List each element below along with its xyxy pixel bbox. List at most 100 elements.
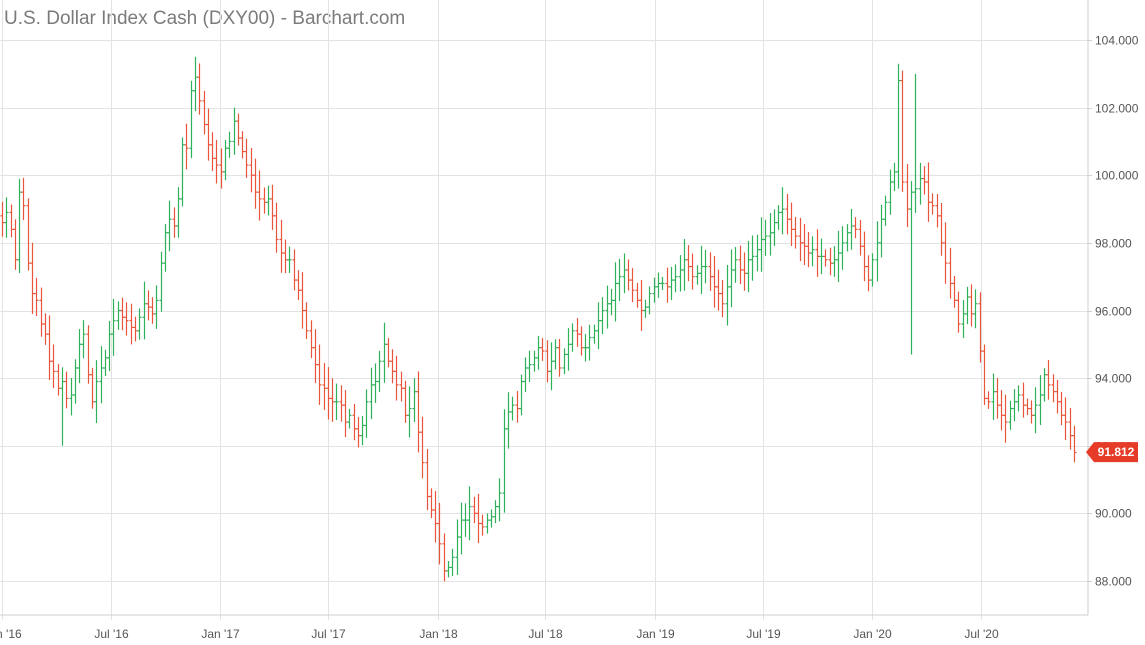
ohlc-bar	[930, 193, 935, 215]
ohlc-bar	[617, 258, 622, 302]
y-tick-label: 94.000	[1095, 372, 1132, 386]
ohlc-bar	[883, 195, 888, 226]
ohlc-bar	[184, 123, 189, 170]
ohlc-bar	[463, 503, 468, 537]
ohlc-bar	[738, 245, 743, 285]
ohlc-bar	[1025, 398, 1030, 416]
ohlc-bar	[394, 355, 399, 401]
ohlc-bar	[660, 276, 665, 291]
ohlc-bar	[476, 493, 481, 544]
ohlc-bar	[913, 73, 918, 213]
ohlc-bar	[1059, 391, 1064, 426]
y-tick-label: 100.000	[1095, 169, 1139, 183]
ohlc-bar	[540, 337, 545, 361]
ohlc-bar	[0, 201, 5, 237]
ohlc-bar	[4, 197, 9, 238]
x-tick-label: Jul '17	[311, 627, 346, 641]
ohlc-bar	[819, 238, 824, 275]
ohlc-bar	[759, 217, 764, 272]
ohlc-bar	[965, 286, 970, 325]
ohlc-bar	[613, 262, 618, 322]
ohlc-bar	[896, 63, 901, 189]
ohlc-bar	[858, 220, 863, 256]
ohlc-bar	[986, 391, 991, 409]
ohlc-bar	[120, 297, 125, 331]
ohlc-bar	[1068, 408, 1073, 450]
ohlc-bar	[562, 348, 567, 375]
last-price-marker	[1086, 442, 1138, 463]
ohlc-bar	[532, 350, 537, 372]
ohlc-bar	[309, 320, 314, 359]
ohlc-bar	[519, 374, 524, 416]
ohlc-bar	[806, 232, 811, 268]
ohlc-bar	[176, 187, 181, 238]
ohlc-bar	[189, 80, 194, 159]
ohlc-bar	[647, 286, 652, 315]
ohlc-bar	[377, 350, 382, 392]
ohlc-bar	[60, 367, 65, 446]
ohlc-bar	[961, 299, 966, 338]
ohlc-bar	[202, 90, 207, 135]
ohlc-bar	[828, 247, 833, 276]
x-tick-label: Jan '18	[419, 627, 458, 641]
ohlc-bar	[146, 290, 151, 321]
ohlc-bar	[210, 132, 215, 171]
ohlc-bar	[262, 187, 267, 214]
ohlc-bar	[459, 502, 464, 555]
ohlc-bar	[600, 297, 605, 335]
x-tick-label: Jul '18	[528, 627, 563, 641]
ohlc-bar	[343, 390, 348, 438]
ohlc-bar	[630, 268, 635, 303]
ohlc-bar	[952, 275, 957, 308]
ohlc-bar	[575, 318, 580, 347]
ohlc-bar	[292, 249, 297, 291]
ohlc-bar	[159, 251, 164, 312]
ohlc-bar	[935, 194, 940, 228]
ohlc-bar	[678, 255, 683, 292]
ohlc-bar	[699, 245, 704, 294]
ohlc-bar	[339, 385, 344, 422]
ohlc-bar	[43, 313, 48, 345]
ohlc-bar	[437, 502, 442, 565]
ohlc-bar	[429, 488, 434, 519]
ohlc-bar	[592, 324, 597, 344]
ohlc-bar	[197, 63, 202, 115]
ohlc-bar	[626, 259, 631, 291]
ohlc-bar	[1063, 397, 1068, 441]
ohlc-bar	[450, 548, 455, 577]
ohlc-bar	[9, 204, 14, 238]
y-tick-label: 88.000	[1095, 575, 1132, 589]
ohlc-bar	[686, 245, 691, 282]
ohlc-bar	[142, 281, 147, 340]
ohlc-bar	[639, 279, 644, 331]
ohlc-bar	[840, 226, 845, 270]
ohlc-bar	[845, 224, 850, 252]
ohlc-bar	[150, 297, 155, 324]
ohlc-bar	[137, 308, 142, 340]
ohlc-bar	[991, 373, 996, 420]
ohlc-bar	[703, 249, 708, 284]
ohlc-bar	[219, 148, 224, 189]
y-tick-label: 96.000	[1095, 305, 1132, 319]
ohlc-bar	[347, 408, 352, 429]
ohlc-bar	[356, 416, 361, 448]
ohlc-bar	[17, 178, 22, 274]
ohlc-bar	[956, 291, 961, 333]
ohlc-bar	[56, 364, 61, 396]
ohlc-bar	[750, 235, 755, 281]
ohlc-bar	[30, 242, 35, 314]
ohlc-bar	[1029, 400, 1034, 424]
x-tick-label: Jan '17	[201, 627, 240, 641]
ohlc-bar	[111, 299, 116, 356]
ohlc-bar	[716, 269, 721, 311]
ohlc-bar	[47, 315, 52, 380]
ohlc-bar	[232, 107, 237, 155]
ohlc-bar	[763, 219, 768, 256]
ohlc-bar	[21, 177, 26, 220]
ohlc-bar	[364, 389, 369, 438]
ohlc-bar	[236, 113, 241, 146]
x-axis: Jan '16 Jul '16 Jan '17 Jul '17 Jan '18 Jul '…	[0, 614, 1088, 641]
ohlc-bar	[206, 108, 211, 161]
ohlc-bar	[926, 162, 931, 222]
